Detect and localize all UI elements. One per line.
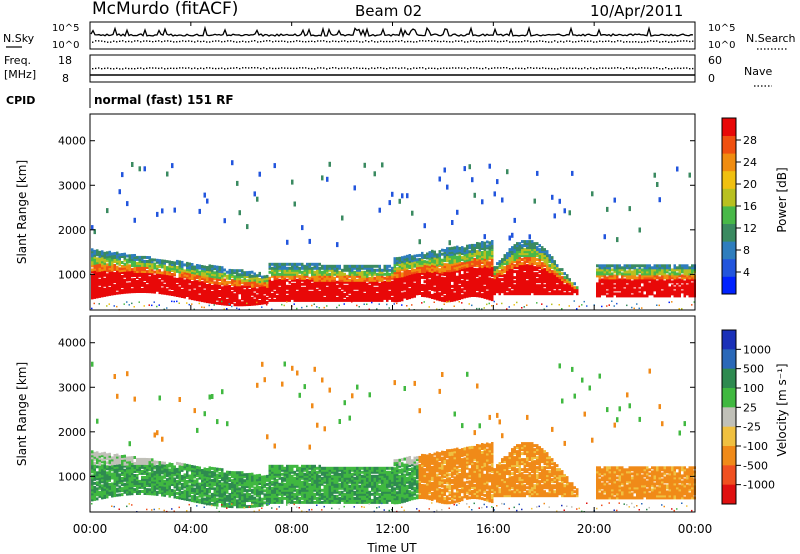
xtick-label: 00:00 [73, 522, 108, 536]
ytick-label: 4000 [58, 135, 86, 148]
freq-tick-high: 18 [58, 54, 72, 67]
cpid-value: normal (fast) 151 RF [94, 93, 234, 107]
velocity-cbar-tick: -100 [743, 440, 768, 453]
freq-unit: [MHz] [4, 68, 36, 81]
station-title: McMurdo (fitACF) [92, 0, 238, 19]
freq-tick-low: 8 [62, 72, 69, 85]
nave-label: Nave [744, 65, 772, 78]
beam-title: Beam 02 [355, 2, 422, 20]
xtick-label: 16:00 [476, 522, 511, 536]
nsearch-label: N.Search [746, 32, 796, 45]
ytick-label: 2000 [58, 426, 86, 439]
power-ylabel: Slant Range [km] [15, 160, 29, 264]
power-cbar-tick: 28 [743, 134, 757, 147]
nave-tick-high: 60 [708, 54, 722, 67]
power-colorbar-label: Power [dB] [775, 167, 789, 232]
power-cbar-tick: 12 [743, 222, 757, 235]
nave-dots [92, 67, 694, 70]
power-cbar-tick: 4 [743, 266, 750, 279]
xtick-label: 00:00 [678, 522, 713, 536]
xtick-label: 12:00 [375, 522, 410, 536]
ytick-label: 2000 [58, 224, 86, 237]
date-title: 10/Apr/2011 [590, 2, 683, 20]
ytick-label: 3000 [58, 179, 86, 192]
xaxis-label: Time UT [366, 541, 417, 554]
velocity-cbar-tick: -1000 [743, 479, 775, 492]
nave-tick-low: 0 [708, 72, 715, 85]
power-colorbar: 4 8 12 16 20 24 28 [721, 117, 757, 295]
nsky-label: N.Sky [3, 32, 35, 45]
xtick-label: 20:00 [577, 522, 612, 536]
power-panel: 1000 2000 3000 4000 Slant Range [km] 4 8 12 16… [15, 113, 789, 311]
nsky-panel: N.Sky 10^5 10^0 10^5 10^0 N.Search [3, 21, 796, 51]
velocity-yaxis: 1000 2000 3000 4000 [58, 337, 695, 483]
time-axis: 00:00 04:00 08:00 12:00 16:00 20:00 00:00 [73, 22, 713, 536]
velocity-heatmap [91, 361, 696, 513]
nsearch-tick-high: 10^5 [708, 23, 735, 34]
nsky-line [90, 25, 694, 38]
nsearch-tick-low: 10^0 [708, 40, 735, 51]
freq-panel: Freq. [MHz] 18 8 60 0 Nave [4, 54, 772, 87]
freq-label: Freq. [4, 54, 31, 67]
velocity-ylabel: Slant Range [km] [15, 362, 29, 466]
velocity-cbar-tick: 1000 [743, 343, 771, 356]
velocity-cbar-tick: 100 [743, 382, 764, 395]
velocity-panel: 1000 2000 3000 4000 Slant Range [km] 1000 50… [15, 315, 789, 513]
power-yaxis: 1000 2000 3000 4000 [58, 135, 695, 281]
power-cbar-tick: 20 [743, 178, 757, 191]
xtick-label: 04:00 [174, 522, 209, 536]
velocity-cbar-tick: 25 [743, 401, 757, 414]
ytick-label: 1000 [58, 268, 86, 281]
ytick-label: 4000 [58, 337, 86, 350]
power-heatmap [91, 160, 696, 311]
cpid-label: CPID [6, 94, 35, 107]
velocity-cbar-tick: 500 [743, 363, 764, 376]
ytick-label: 3000 [58, 381, 86, 394]
ytick-label: 1000 [58, 470, 86, 483]
velocity-cbar-tick: -500 [743, 459, 768, 472]
nsearch-dots [92, 40, 694, 43]
velocity-cbar-tick: -25 [743, 421, 761, 434]
power-cbar-tick: 24 [743, 156, 757, 169]
nsky-tick-high: 10^5 [52, 23, 79, 34]
velocity-colorbar-label: Velocity [m s⁻¹] [775, 363, 789, 456]
power-cbar-tick: 8 [743, 244, 750, 257]
nsky-tick-low: 10^0 [52, 40, 79, 51]
power-cbar-tick: 16 [743, 200, 757, 213]
xtick-label: 08:00 [274, 522, 309, 536]
velocity-colorbar: 1000 500 100 25 -25 -100 -500 -1000 [721, 329, 775, 505]
